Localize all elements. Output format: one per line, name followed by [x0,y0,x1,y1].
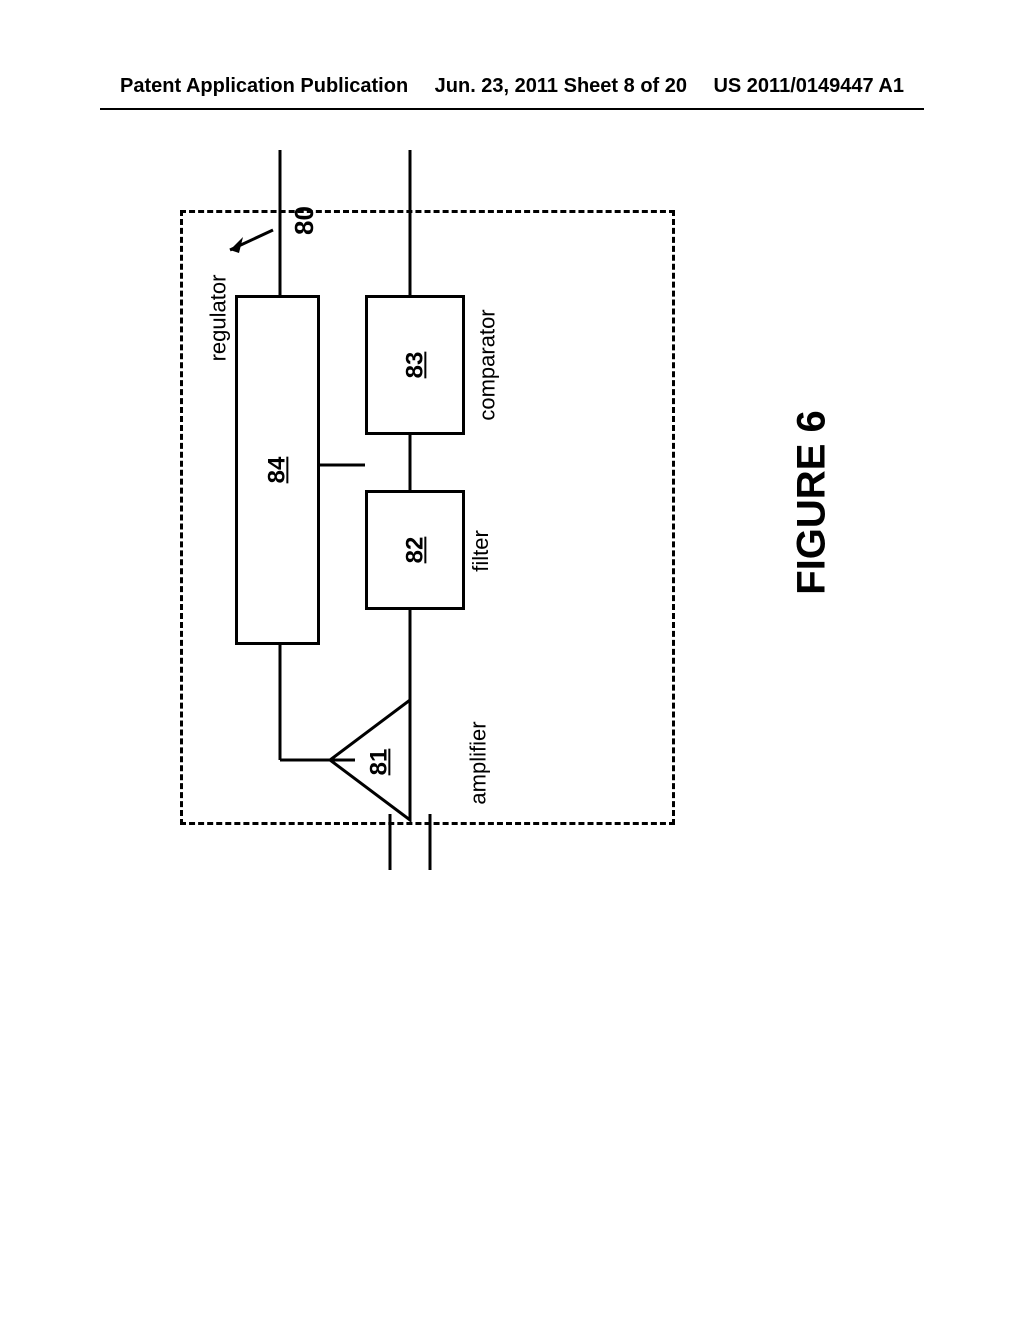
header-divider [100,108,924,110]
patent-header: Patent Application Publication Jun. 23, … [0,75,1024,98]
block-diagram: 80 84 regulator 82 filter 83 comparator … [180,180,675,1000]
header-center: Jun. 23, 2011 Sheet 8 of 20 [435,75,687,98]
figure-title: FIGURE 6 [790,410,835,594]
header-left: Patent Application Publication [120,75,408,98]
header-right: US 2011/0149447 A1 [713,75,904,98]
diagram-wires [180,150,880,1050]
